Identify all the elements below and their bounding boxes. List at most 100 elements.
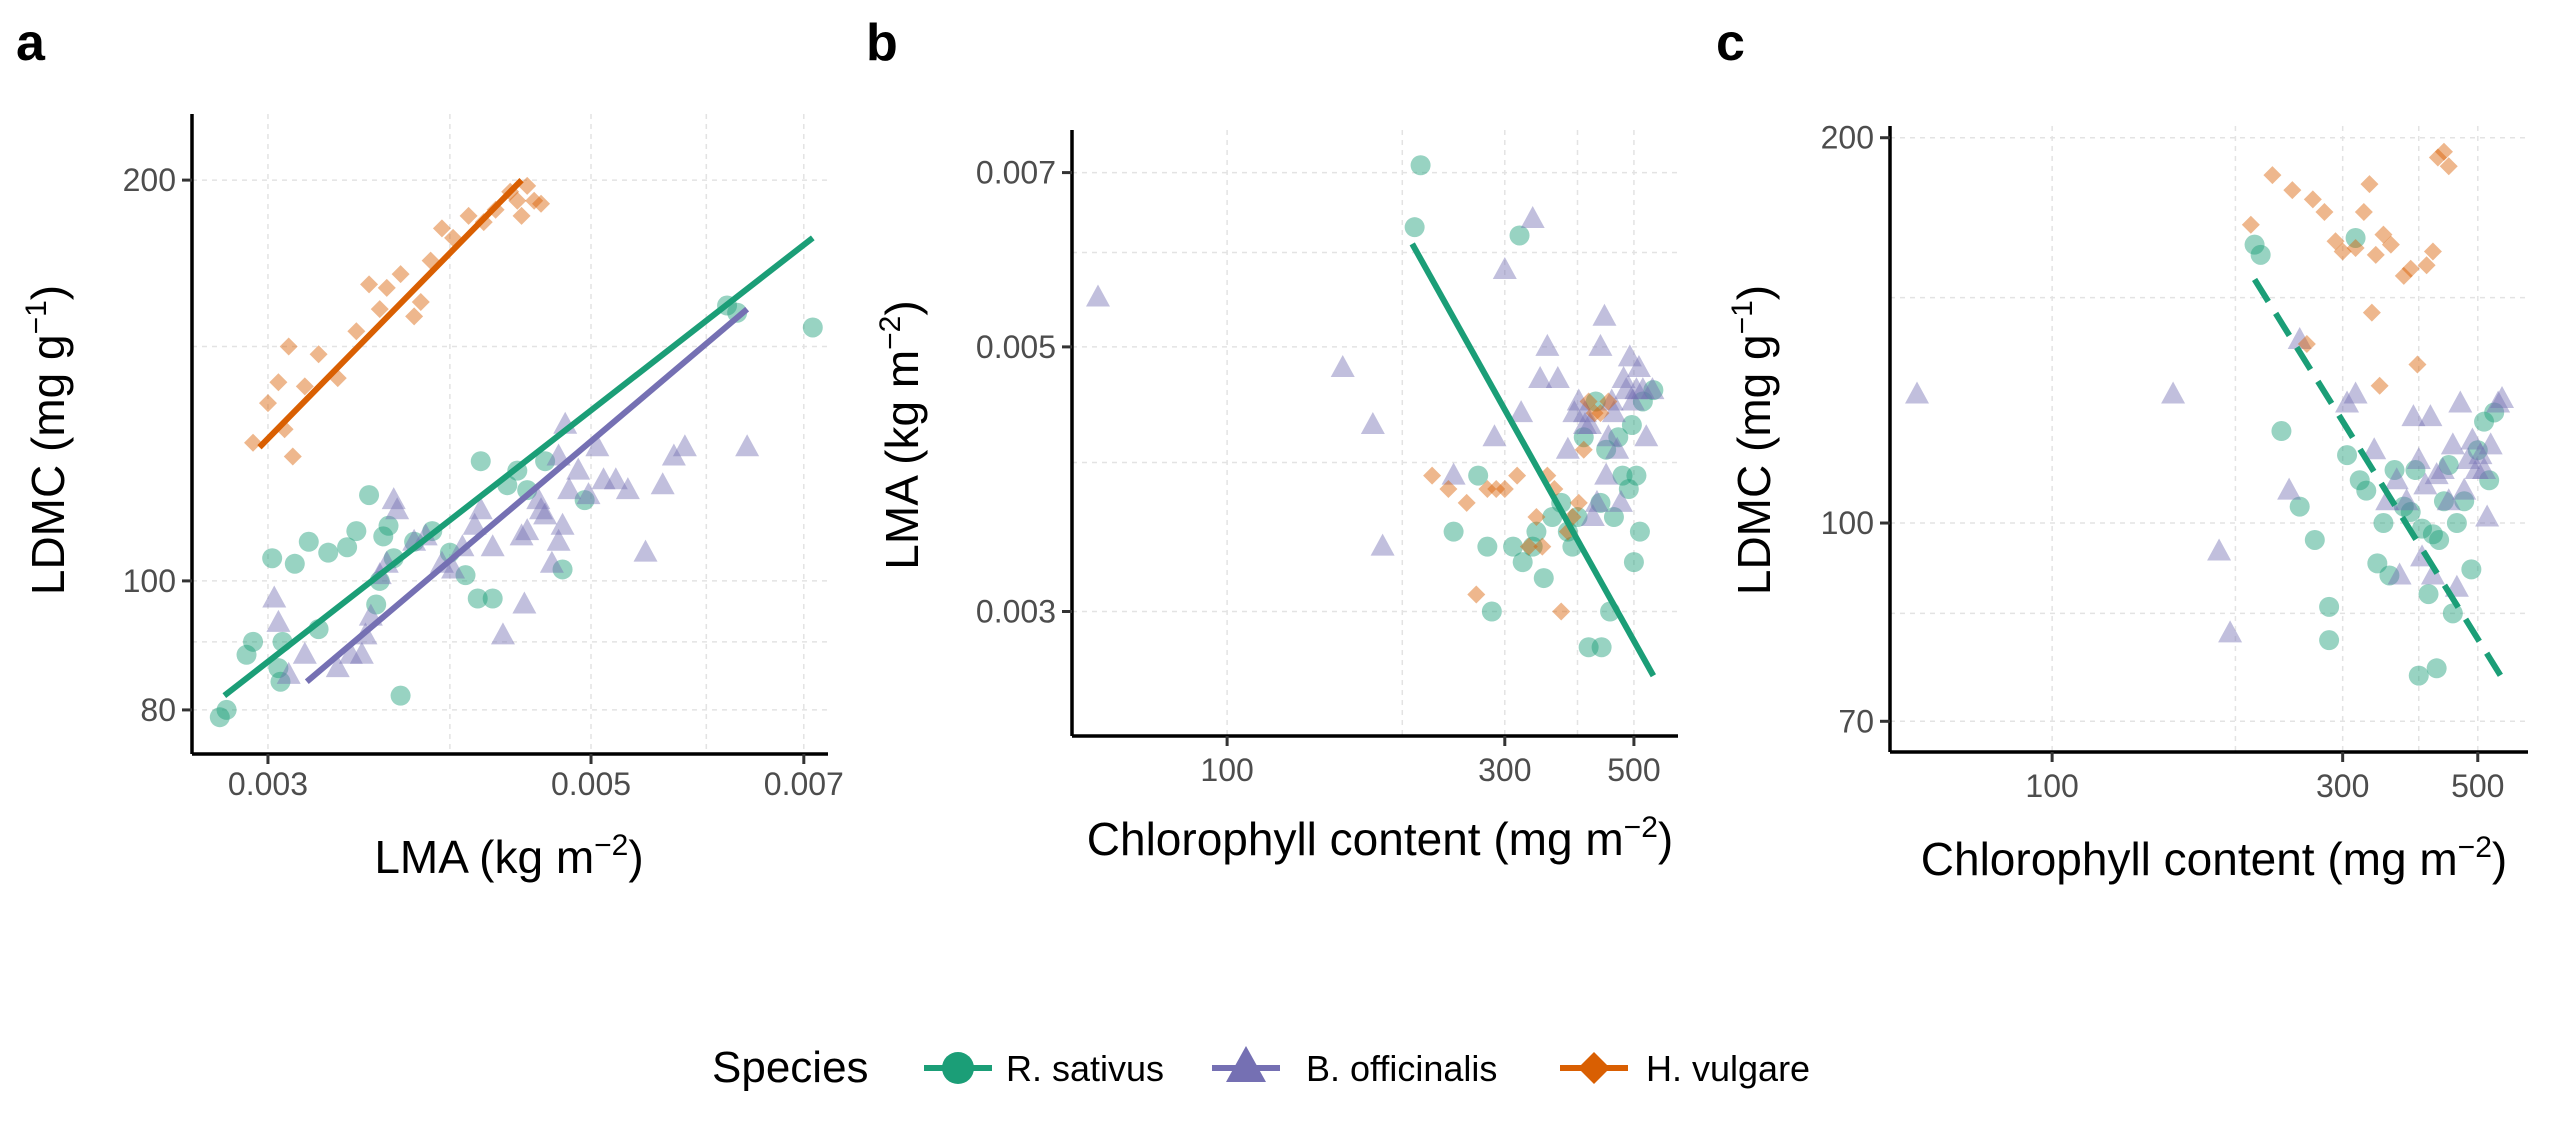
data-point-h-vulgare [508,191,527,210]
data-point-r-sativus [318,542,339,563]
x-tick-label: 100 [1200,752,1253,788]
data-point-r-sativus [802,317,823,338]
legend-item-b-officinalis: B. officinalis [1212,1046,1497,1089]
data-point-r-sativus [2319,630,2340,651]
data-point-b-officinalis [450,534,475,557]
data-point-r-sativus [1522,536,1543,557]
data-point-b-officinalis [1577,412,1602,435]
x-tick-label: 100 [2025,768,2078,804]
data-point-b-officinalis [546,528,571,551]
data-point-b-officinalis [2472,457,2497,480]
data-point-b-officinalis [576,482,601,505]
data-point-r-sativus [2474,411,2495,432]
data-point-b-officinalis [1605,436,1630,459]
data-point-b-officinalis [1520,206,1545,229]
data-point-h-vulgare [1519,537,1538,556]
data-point-r-sativus [2379,565,2400,586]
data-point-b-officinalis [1562,400,1587,423]
data-point-h-vulgare [2428,148,2447,167]
data-point-r-sativus [2426,658,2447,679]
data-point-r-sativus [2271,421,2292,442]
data-point-b-officinalis [1360,412,1385,435]
data-point-h-vulgare [1527,508,1546,527]
data-point-r-sativus [1567,507,1588,528]
data-point-b-officinalis [526,487,551,510]
data-point-b-officinalis [2420,562,2445,585]
y-tick-label: 200 [1821,120,1874,156]
data-point-h-vulgare [432,219,451,238]
data-point-b-officinalis [1614,377,1639,400]
data-point-b-officinalis [1592,303,1617,326]
data-point-r-sativus [2337,445,2358,466]
data-point-r-sativus [1643,380,1664,401]
y-tick-label: 0.005 [976,329,1056,365]
data-point-b-officinalis [2460,427,2485,450]
data-point-h-vulgare [2408,355,2427,374]
data-point-b-officinalis [1634,424,1659,447]
x-tick-label: 300 [2316,768,2369,804]
data-point-r-sativus [482,588,503,609]
data-point-b-officinalis [381,487,406,510]
data-point-b-officinalis [266,609,291,632]
data-point-b-officinalis [276,661,301,684]
data-point-r-sativus [270,671,291,692]
data-point-r-sativus [1509,225,1530,246]
data-point-h-vulgare [360,275,379,294]
series-r-sativus [2244,227,2505,686]
legend-label-b-officinalis: B. officinalis [1306,1048,1497,1089]
panel-c: c 100 300 500 70 100 200 Chlorophyll content … [1716,14,2528,885]
data-point-b-officinalis [1572,412,1597,435]
data-point-r-sativus [284,553,305,574]
data-point-r-sativus [2442,603,2463,624]
data-point-r-sativus [1542,507,1563,528]
legend-item-r-sativus: R. sativus [924,1048,1164,1089]
x-axis-title-b: Chlorophyll content (mg m−2) [1087,811,1673,865]
x-tick-label: 0.007 [764,766,844,802]
data-point-b-officinalis [1482,424,1507,447]
y-tick-label: 0.003 [976,594,1056,630]
data-point-b-officinalis [1630,377,1655,400]
data-point-r-sativus [552,559,573,580]
y-axis-title-b: LMA (kg m−2) [874,300,928,569]
data-point-b-officinalis [1617,344,1642,367]
y-tick-label: 70 [1838,703,1874,739]
data-point-h-vulgare [1495,480,1514,499]
series-h-vulgare [2241,142,2458,395]
data-point-b-officinalis [529,497,554,520]
data-point-b-officinalis [533,502,558,525]
data-point-b-officinalis [1611,365,1636,388]
data-point-h-vulgare [2297,334,2316,353]
legend-key-circle [942,1052,974,1084]
data-point-r-sativus [1612,465,1633,486]
fit-line-r-sativus [1409,242,1656,678]
data-point-b-officinalis [2464,457,2489,480]
data-point-b-officinalis [1588,333,1613,356]
data-point-r-sativus [2484,402,2505,423]
data-point-r-sativus [2289,496,2310,517]
data-point-b-officinalis [1620,388,1645,411]
data-point-b-officinalis [1608,489,1633,512]
data-point-r-sativus [2349,470,2370,491]
data-point-b-officinalis [2468,442,2493,465]
data-point-b-officinalis [550,512,575,535]
data-point-b-officinalis [1594,462,1619,485]
fit-line-h-vulgare [257,178,524,450]
data-point-r-sativus [1533,568,1554,589]
data-point-b-officinalis [429,550,454,573]
y-axis-title-a: LDMC (mg g−1) [20,285,74,595]
data-point-h-vulgare [391,265,410,284]
data-point-r-sativus [1603,507,1624,528]
data-point-r-sativus [470,451,491,472]
data-point-b-officinalis [672,434,697,457]
y-tick-label: 0.007 [976,155,1056,191]
data-point-b-officinalis [615,477,640,500]
series-b-officinalis [1905,326,2515,643]
data-point-r-sativus [337,537,358,558]
data-point-h-vulgare [1423,466,1442,485]
data-point-b-officinalis [292,641,317,664]
data-point-r-sativus [2408,665,2429,686]
data-point-r-sativus [1618,479,1639,500]
data-point-h-vulgare [2362,303,2381,322]
panel-a: a 0.003 0.005 0.007 80 100 200 LMA (kg m−2) L… [16,14,844,883]
data-point-r-sativus [2319,596,2340,617]
